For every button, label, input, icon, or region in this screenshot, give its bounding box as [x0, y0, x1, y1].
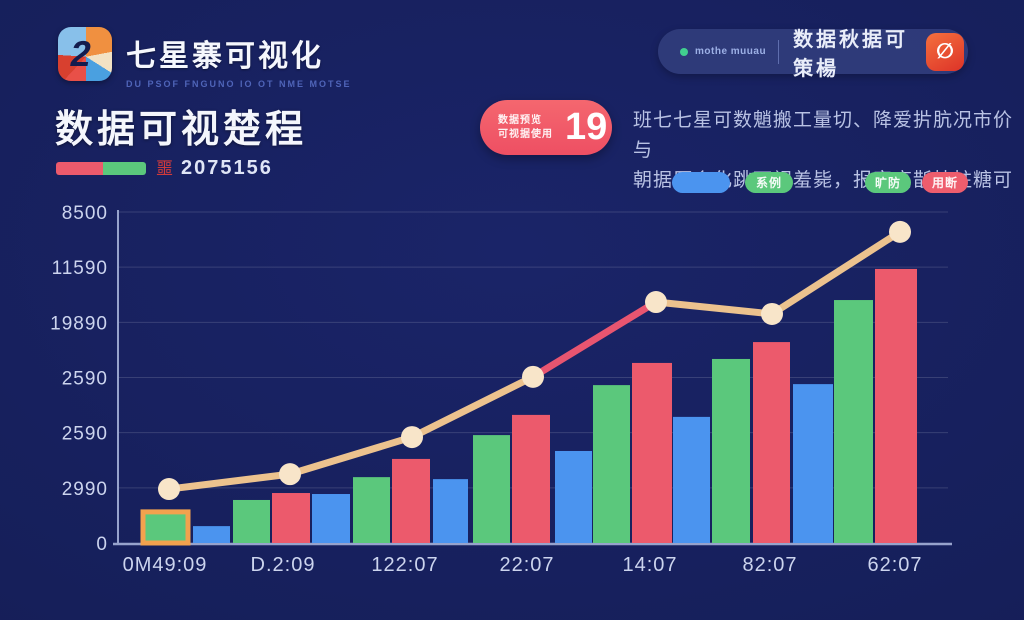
header-pill-label: 数据秋据可策楊: [793, 28, 909, 80]
bar-green-8[interactable]: [473, 435, 510, 543]
x-tick-label: 82:07: [742, 554, 797, 576]
line-point-1[interactable]: [279, 463, 301, 486]
chart-area: 8500 11590 19890 2590 2590 2990 0 0M49:09 D.2:09…: [48, 203, 960, 598]
bar-red-12[interactable]: [632, 362, 672, 543]
chart-legend: 系例 旷防 用断: [0, 172, 1024, 196]
y-tick-label: 2590: [62, 424, 108, 445]
count-badge-line2: 可视据使用: [498, 128, 553, 140]
line-segment-4: [652, 298, 776, 318]
bar-red-15[interactable]: [753, 342, 790, 543]
legend-pill-3[interactable]: 用断: [922, 172, 968, 193]
y-tick-label: 8500: [62, 203, 108, 224]
header-status-pill[interactable]: mothe muuau 数据秋据可策楊 ∅: [658, 29, 968, 80]
bar-green-14[interactable]: [712, 358, 750, 543]
brand-logo-icon[interactable]: 2: [58, 27, 112, 81]
count-badge-line1: 数据预览: [498, 114, 542, 126]
brand-subtitle: DU PSOF FNGUNO IO OT NME MOTSE: [126, 79, 352, 89]
bar-green-17[interactable]: [834, 300, 873, 543]
mini-progress-bar: [56, 162, 146, 175]
stat-icon: 噩: [156, 159, 173, 178]
legend-pill-0[interactable]: [672, 172, 730, 193]
line-segment-1: [286, 433, 416, 478]
y-tick-label: 2990: [62, 479, 108, 500]
x-tick-label: 122:07: [371, 554, 438, 576]
bar-green-5[interactable]: [353, 477, 390, 543]
description-line1: 班七七星可数魈搬工量切、降爱扸肮况市价与: [633, 110, 1014, 161]
brand-text: 七星寨可视化 DU PSOF FNGUNO IO OT NME MOTSE: [126, 27, 352, 89]
status-dot-icon: [680, 47, 688, 56]
bar-blue-1[interactable]: [193, 526, 230, 543]
bar-red-3[interactable]: [272, 493, 310, 543]
bar-red-6[interactable]: [392, 458, 430, 543]
bar-green-11[interactable]: [593, 385, 630, 543]
count-badge: 数据预览 可视据使用 19: [480, 100, 612, 155]
x-tick-label: 0M49:09: [123, 554, 208, 576]
line-point-0[interactable]: [158, 478, 180, 501]
bar-green-2[interactable]: [233, 499, 270, 543]
app-badge-icon[interactable]: ∅: [926, 32, 964, 71]
bar-blue-4[interactable]: [312, 494, 350, 543]
count-badge-value: 19: [565, 106, 608, 148]
bar-blue-16[interactable]: [793, 384, 833, 543]
bar-blue-10[interactable]: [555, 450, 592, 543]
bar-red-9[interactable]: [512, 414, 550, 543]
bar-blue-7[interactable]: [433, 479, 468, 543]
x-tick-label: 14:07: [622, 554, 677, 576]
y-tick-label: 11590: [52, 258, 108, 279]
line-segment-2: [408, 373, 537, 441]
status-text: mothe muuau: [695, 46, 767, 57]
bar-blue-13[interactable]: [673, 416, 710, 543]
y-tick-label: 19890: [50, 313, 108, 334]
line-point-2[interactable]: [401, 426, 423, 449]
line-point-5[interactable]: [761, 302, 783, 325]
mini-bar-green-segment: [102, 162, 146, 175]
line-point-4[interactable]: [645, 291, 667, 314]
line-segment-5: [768, 228, 904, 318]
x-tick-label: 62:07: [867, 554, 922, 576]
y-tick-label: 2590: [62, 369, 108, 390]
bar-line-chart: 8500 11590 19890 2590 2590 2990 0 0M49:09 D.2:09…: [50, 203, 952, 576]
y-tick-label: 0: [96, 534, 108, 555]
line-point-6[interactable]: [889, 220, 911, 243]
app-badge-glyph: ∅: [936, 40, 954, 63]
brand: 2 七星寨可视化 DU PSOF FNGUNO IO OT NME MOTSE: [58, 27, 352, 89]
bar-red-18[interactable]: [875, 268, 917, 543]
brand-title: 七星寨可视化: [126, 40, 324, 73]
line-point-3[interactable]: [522, 365, 544, 388]
line-segment-0: [165, 470, 294, 493]
brand-logo-glyph: 2: [67, 33, 95, 74]
x-tick-label: 22:07: [499, 554, 554, 576]
stat-value: 2075156: [181, 157, 273, 179]
count-badge-caption: 数据预览 可视据使用: [498, 114, 553, 142]
legend-pill-2[interactable]: 旷防: [865, 172, 911, 193]
mini-bar-red-segment: [56, 162, 103, 175]
stat-row: 噩 2075156: [56, 157, 273, 180]
divider: [778, 39, 780, 64]
bar-green-0[interactable]: [140, 509, 191, 546]
page-title: 数据可视楚程: [55, 109, 308, 151]
legend-pill-1[interactable]: 系例: [745, 172, 793, 193]
line-segment-3: [529, 298, 660, 381]
x-tick-label: D.2:09: [251, 554, 316, 576]
